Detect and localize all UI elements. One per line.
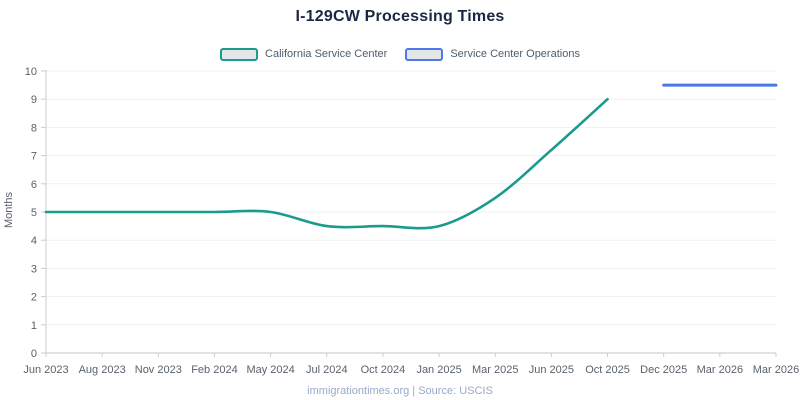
- footer-attribution: immigrationtimes.org | Source: USCIS: [307, 385, 493, 397]
- x-tick-label: Mar 2026: [697, 364, 743, 376]
- y-tick-label: 1: [31, 320, 37, 332]
- legend-label-service-center-operations: Service Center Operations: [450, 48, 580, 60]
- y-tick-label: 7: [31, 151, 37, 163]
- x-tick-label: Jan 2025: [416, 364, 461, 376]
- y-tick-label: 5: [31, 207, 37, 219]
- legend-swatch-california-service-center: [220, 47, 259, 61]
- legend-swatch-service-center-operations: [405, 47, 444, 61]
- legend: California Service Center Service Center…: [0, 46, 800, 62]
- y-tick-label: 9: [31, 94, 37, 106]
- y-tick-label: 3: [31, 263, 37, 275]
- x-tick-label: Oct 2024: [361, 364, 406, 376]
- y-tick-label: 10: [25, 66, 37, 78]
- x-tick-label: Jun 2023: [23, 364, 68, 376]
- legend-label-california-service-center: California Service Center: [265, 48, 388, 60]
- series-line-california-service-center: [44, 97, 609, 230]
- legend-item-service-center-operations[interactable]: Service Center Operations: [405, 47, 580, 61]
- y-tick-label: 4: [31, 235, 37, 247]
- x-tick-label: Aug 2023: [79, 364, 126, 376]
- y-tick-label: 8: [31, 122, 37, 134]
- x-tick-label: Nov 2023: [135, 364, 182, 376]
- x-tick-label: Feb 2024: [191, 364, 237, 376]
- x-tick-label: Mar 2026: [753, 364, 799, 376]
- x-tick-label: Jun 2025: [529, 364, 574, 376]
- y-tick-label: 0: [31, 348, 37, 360]
- x-tick-label: May 2024: [246, 364, 294, 376]
- x-tick-label: Dec 2025: [640, 364, 687, 376]
- x-tick-label: Mar 2025: [472, 364, 518, 376]
- chart-title: I-129CW Processing Times: [295, 8, 505, 25]
- x-tick-label: Jul 2024: [306, 364, 348, 376]
- y-tick-label: 2: [31, 292, 37, 304]
- y-tick-label: 6: [31, 179, 37, 191]
- legend-item-california-service-center[interactable]: California Service Center: [220, 47, 388, 61]
- x-tick-label: Oct 2025: [585, 364, 630, 376]
